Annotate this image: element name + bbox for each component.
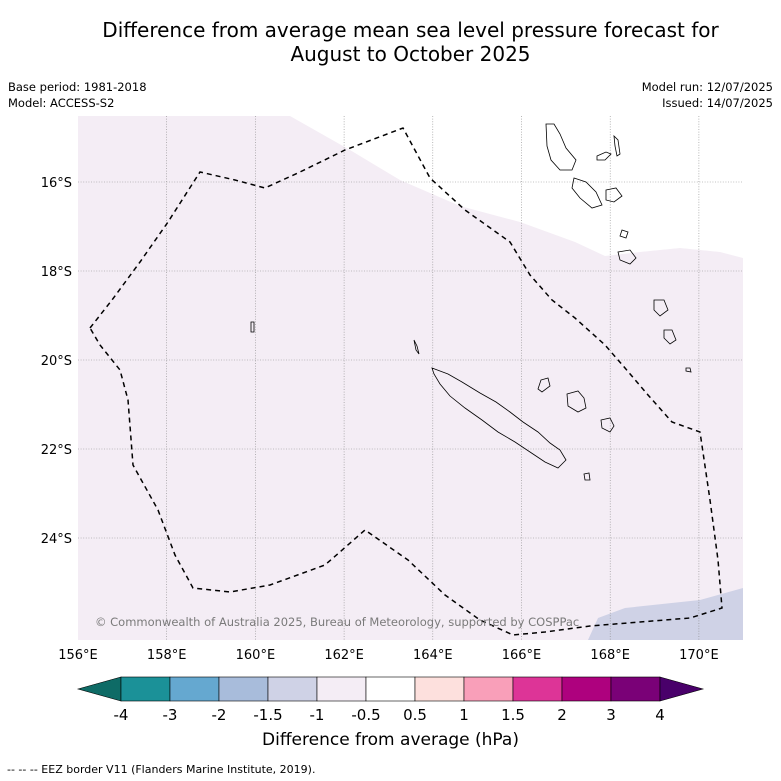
lat-tick-label: 22°S xyxy=(41,443,72,458)
colorbar-swatch xyxy=(218,676,269,702)
colorbar: -4 -3 -2 -1.5 -1 -0.5 0.5 1 1.5 2 3 4 xyxy=(76,676,705,724)
colorbar-extend-low xyxy=(76,676,122,702)
colorbar-labels: -4 -3 -2 -1.5 -1 -0.5 0.5 1 1.5 2 3 4 xyxy=(114,706,665,724)
colorbar-label: -0.5 xyxy=(351,706,380,724)
lon-tick-label: 166°E xyxy=(502,648,542,663)
colorbar-label: -3 xyxy=(163,706,178,724)
lon-tick-label: 162°E xyxy=(324,648,364,663)
colorbar-label: 1.5 xyxy=(501,706,525,724)
colorbar-label: -4 xyxy=(114,706,129,724)
eez-border xyxy=(89,127,723,636)
colorbar-swatch xyxy=(561,676,612,702)
lat-tick-label: 16°S xyxy=(41,176,72,191)
island-chesterfield xyxy=(250,321,255,333)
colorbar-label: 1 xyxy=(459,706,469,724)
anomaly-fill-moderate xyxy=(588,588,743,640)
colorbar-swatch xyxy=(120,676,171,702)
colorbar-swatch xyxy=(365,676,416,702)
colorbar-label: 0.5 xyxy=(403,706,427,724)
title-line-1: Difference from average mean sea level p… xyxy=(102,18,719,42)
model-run: Model run: 12/07/2025 xyxy=(641,80,773,94)
meta-right: Model run: 12/07/2025 Issued: 14/07/2025 xyxy=(642,79,773,111)
colorbar-swatch xyxy=(316,676,367,702)
island-matthew xyxy=(685,367,692,373)
island-vanuatu-ambae xyxy=(596,151,612,161)
lat-tick-labels: 16°S 18°S 20°S 22°S 24°S xyxy=(41,176,72,547)
island-vanuatu-tanna xyxy=(617,249,637,265)
island-loyalty-mare xyxy=(600,417,615,433)
lon-tick-label: 158°E xyxy=(147,648,187,663)
colorbar-swatch xyxy=(414,676,465,702)
island-loyalty-lifou xyxy=(566,390,587,413)
island-vanuatu-efate xyxy=(605,187,623,203)
colorbar-swatch xyxy=(169,676,220,702)
lon-tick-labels: 156°E 158°E 160°E 162°E 164°E 166°E 168°… xyxy=(58,648,718,663)
colorbar-label: 4 xyxy=(655,706,665,724)
lat-tick-label: 24°S xyxy=(41,532,72,547)
meta-left: Base period: 1981-2018 Model: ACCESS-S2 xyxy=(8,79,147,111)
lon-tick-label: 156°E xyxy=(58,648,98,663)
lon-tick-label: 160°E xyxy=(236,648,276,663)
island-walpole xyxy=(583,472,591,481)
copyright-credit: © Commonwealth of Australia 2025, Bureau… xyxy=(95,615,579,629)
colorbar-label: 2 xyxy=(557,706,567,724)
colorbar-label: -1 xyxy=(310,706,325,724)
lon-tick-label: 170°E xyxy=(679,648,719,663)
island-vanuatu-espiritu xyxy=(545,123,577,171)
island-vanuatu-malekula xyxy=(571,177,603,209)
colorbar-swatch xyxy=(267,676,318,702)
issued-date: Issued: 14/07/2025 xyxy=(662,96,773,110)
model-name: Model: ACCESS-S2 xyxy=(8,96,115,110)
colorbar-swatch xyxy=(463,676,514,702)
island-belep xyxy=(413,339,420,355)
island-loyalty-ouvea xyxy=(537,377,551,393)
colorbar-swatch xyxy=(512,676,563,702)
lon-tick-label: 164°E xyxy=(413,648,453,663)
colorbar-title: Difference from average (hPa) xyxy=(262,730,519,750)
lat-tick-label: 18°S xyxy=(41,265,72,280)
colorbar-swatch xyxy=(610,676,661,702)
island-vanuatu-erromango xyxy=(619,229,629,239)
lon-tick-label: 168°E xyxy=(590,648,630,663)
title-line-2: August to October 2025 xyxy=(290,42,531,66)
map-title: Difference from average mean sea level p… xyxy=(0,18,781,66)
colorbar-extend-high xyxy=(659,676,705,702)
island-hunter-1 xyxy=(653,299,669,317)
colorbar-label: -2 xyxy=(212,706,227,724)
eez-legend-note: -- -- -- EEZ border V11 (Flanders Marine… xyxy=(7,763,316,776)
map-area: © Commonwealth of Australia 2025, Bureau… xyxy=(78,116,743,640)
base-period: Base period: 1981-2018 xyxy=(8,80,147,94)
island-grande-terre xyxy=(431,367,567,469)
lat-tick-label: 20°S xyxy=(41,354,72,369)
graticule xyxy=(78,116,743,640)
colorbar-label: -1.5 xyxy=(253,706,282,724)
colorbar-label: 3 xyxy=(606,706,616,724)
island-vanuatu-maewo xyxy=(613,134,621,157)
land-outlines xyxy=(250,123,692,481)
island-hunter-2 xyxy=(663,329,677,345)
colorbar-swatches xyxy=(120,676,661,702)
anomaly-zero-region xyxy=(290,116,743,258)
